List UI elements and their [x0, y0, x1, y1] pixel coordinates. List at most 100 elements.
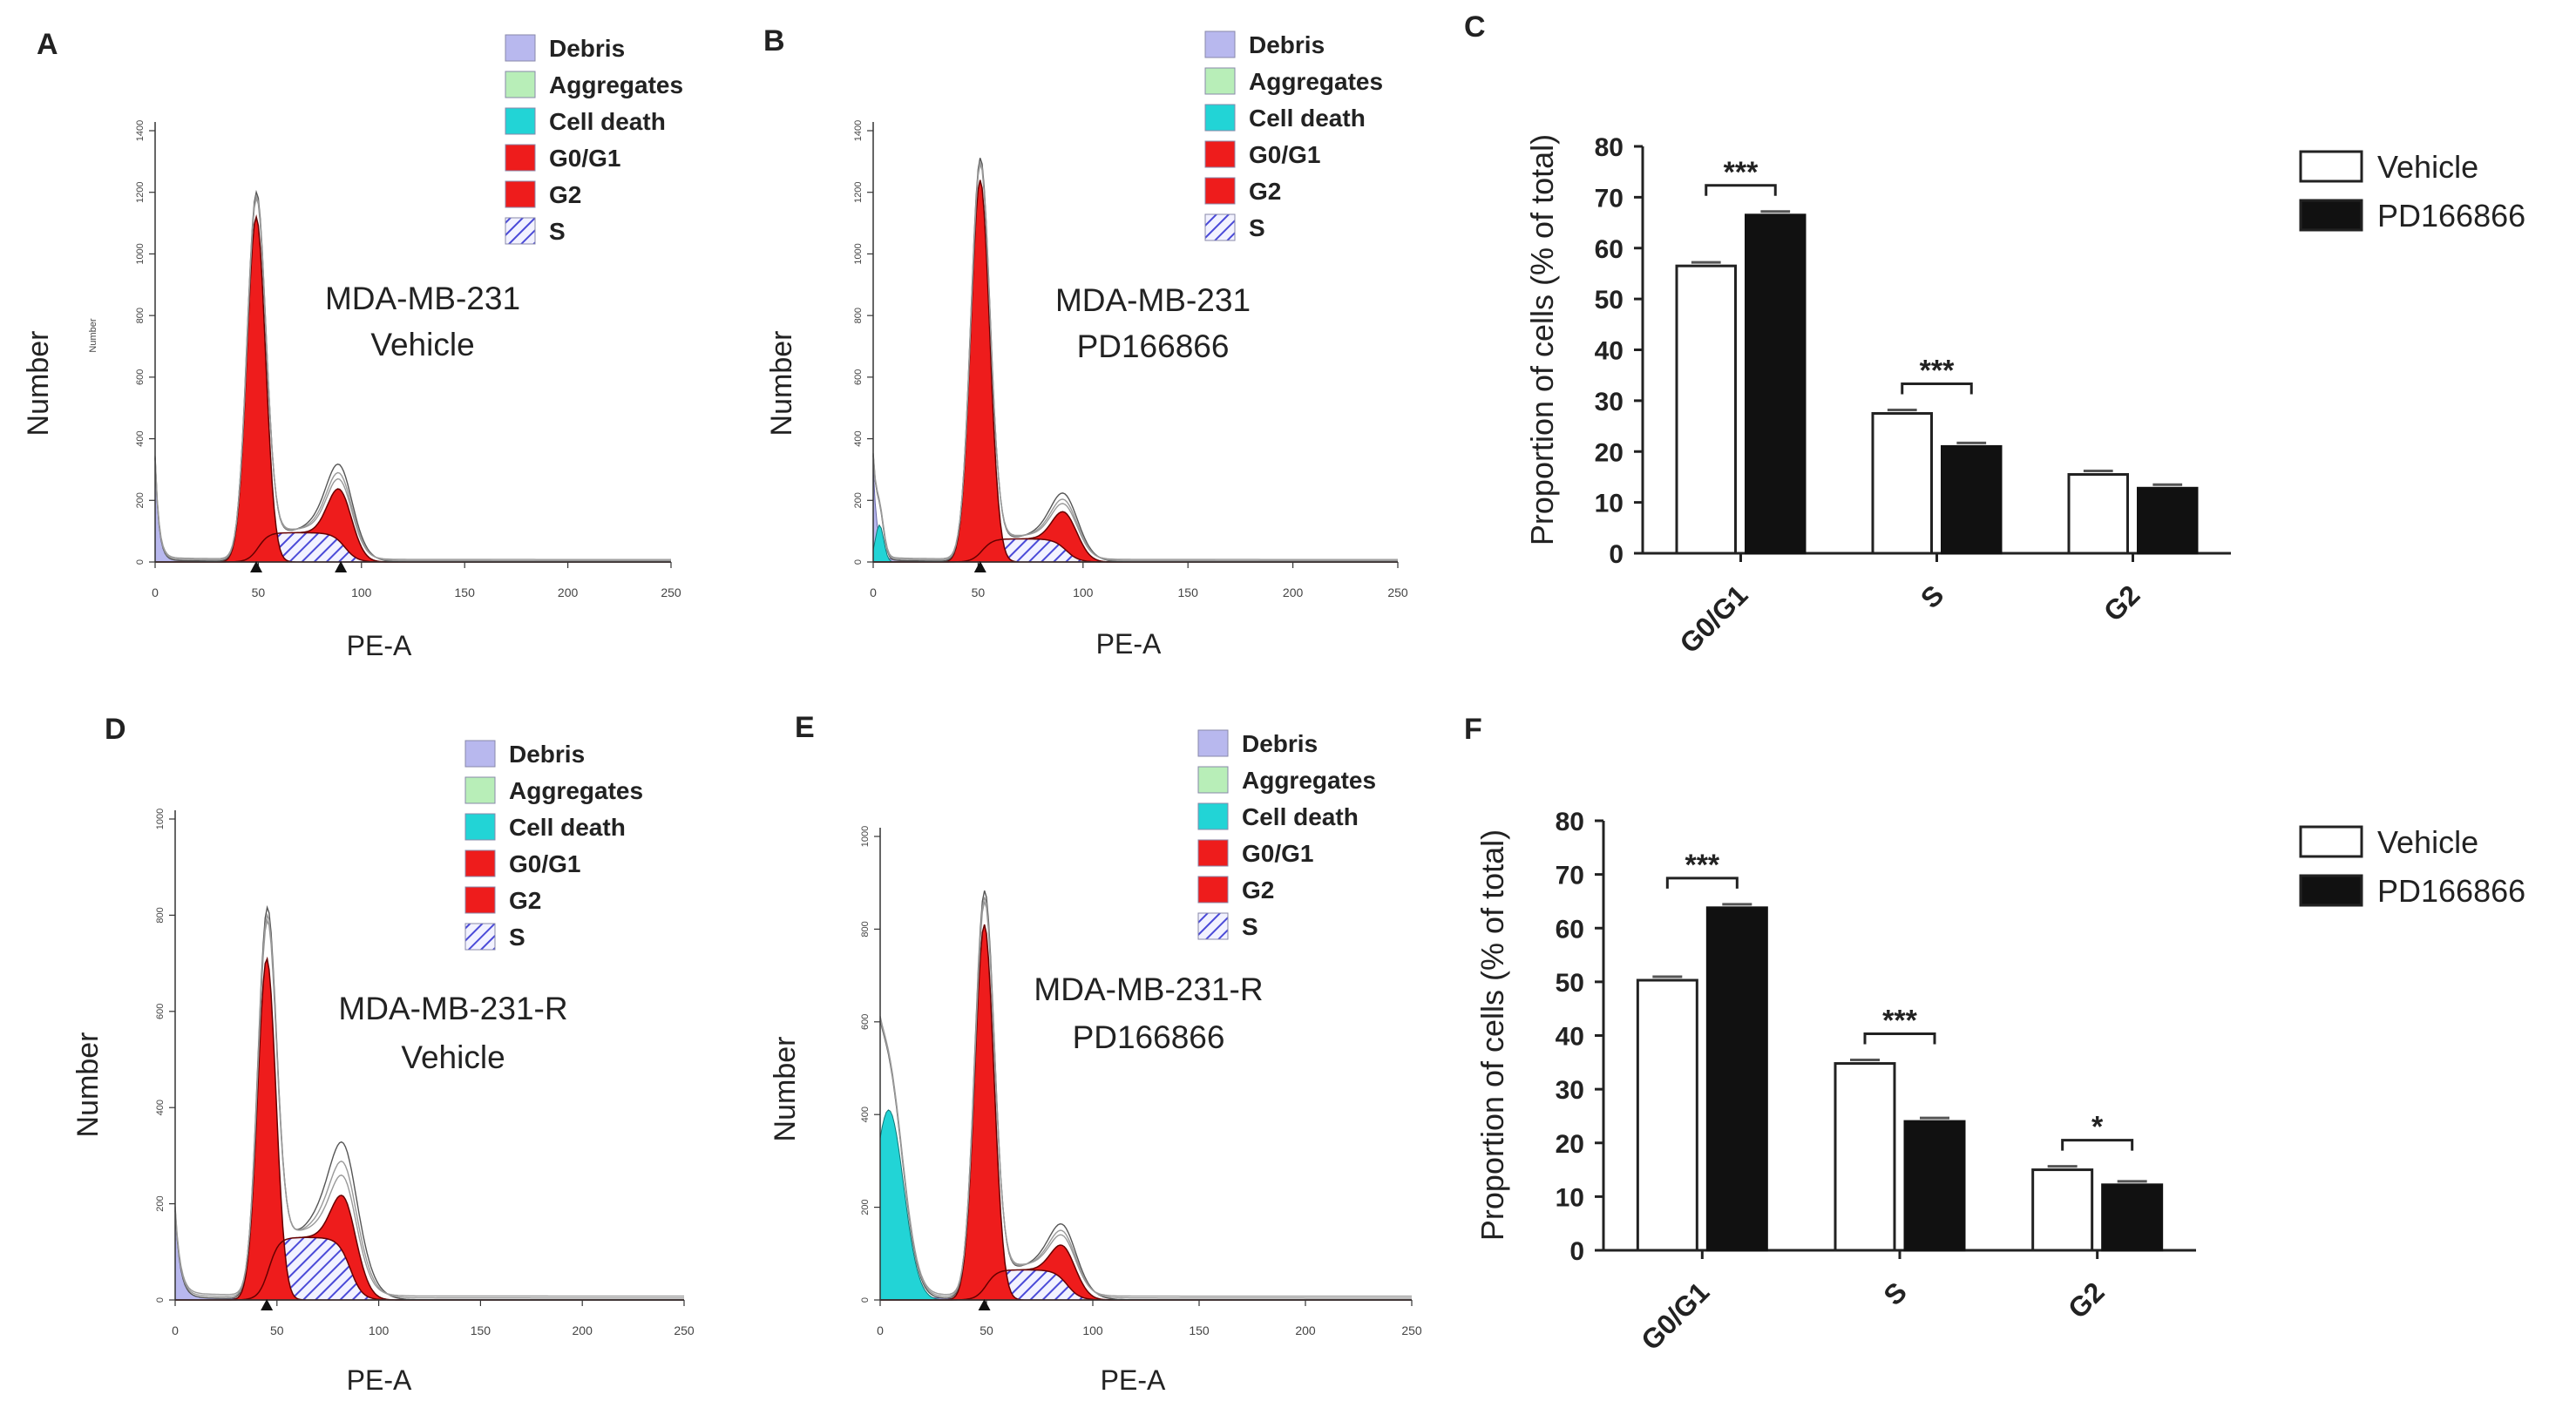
significance-stars: ***	[1882, 1005, 1917, 1038]
debris-area	[872, 467, 1398, 563]
y-tick-label: 0	[860, 1297, 871, 1303]
sample-name-d: MDA-MB-231-R	[338, 991, 567, 1026]
legend-swatch	[464, 740, 496, 768]
envelope-line	[879, 890, 1412, 1301]
x-tick-label: 50	[252, 586, 266, 599]
envelope-line	[879, 901, 1412, 1297]
x-tick-label: 150	[471, 1323, 491, 1337]
y-tick-label: 400	[853, 430, 864, 446]
legend-label: Aggregates	[509, 777, 643, 804]
legend-label: G2	[549, 181, 581, 208]
legend-swatch	[1197, 729, 1229, 757]
treatment-name-b: PD166866	[1077, 328, 1230, 364]
x-tick-label: 250	[661, 586, 681, 599]
panel-letter-e: E	[795, 711, 815, 744]
x-tick-label: 0	[877, 1323, 884, 1337]
significance-bracket	[1705, 184, 1777, 196]
legend-label: Debris	[509, 741, 585, 768]
bar-vehicle	[2031, 1168, 2094, 1252]
significance-bracket	[1665, 877, 1739, 889]
g0-g1-peak	[155, 214, 671, 563]
significance-stars: ***	[1685, 849, 1719, 882]
x-tick-label: G2	[2098, 579, 2146, 627]
x-tick-label: 150	[1178, 586, 1199, 599]
y-axis-label-e: Number	[769, 1037, 802, 1142]
x-tick-label: 200	[1283, 586, 1304, 599]
legend-label: PD166866	[2377, 198, 2525, 234]
x-tick-label: 150	[1189, 1323, 1210, 1337]
y-tick-label: 50	[1556, 969, 1584, 998]
y-axis-label-c: Proportion of cells (% of total)	[1524, 134, 1560, 545]
g2-peak	[155, 488, 671, 563]
legend-swatch	[1204, 177, 1236, 205]
y-tick-label: 400	[155, 1100, 166, 1115]
y-tick-label: 30	[1556, 1076, 1584, 1105]
legend-swatch	[464, 850, 496, 877]
peak-marker	[335, 561, 348, 572]
y-tick-label: 800	[860, 921, 871, 937]
y-tick-label: 60	[1595, 235, 1624, 264]
y-tick-label: 200	[853, 492, 864, 508]
x-tick-label: 100	[351, 586, 372, 599]
legend-label: PD166866	[2377, 873, 2525, 909]
legend-e: Debris Aggregates Cell death G0/G1 G2 S	[1197, 729, 1376, 940]
cell-death-area	[879, 1109, 1412, 1301]
bar-vehicle	[1636, 978, 1698, 1252]
legend-label: G0/G1	[509, 850, 580, 877]
legend-swatch	[1197, 912, 1229, 940]
legend-swatch	[505, 34, 536, 62]
x-axis-label-d: PE-A	[347, 1364, 412, 1396]
y-tick-label: 10	[1556, 1183, 1584, 1212]
x-tick-label: 50	[270, 1323, 284, 1337]
legend-swatch	[1204, 67, 1236, 95]
x-tick-label: 250	[1387, 586, 1408, 599]
legend-label: Aggregates	[1242, 767, 1376, 794]
x-axis-label-a: PE-A	[347, 630, 412, 661]
y-tick-label: 1200	[135, 181, 146, 202]
y-tick-label: 1400	[135, 120, 146, 141]
y-tick-label: 600	[155, 1004, 166, 1019]
legend-swatch	[464, 776, 496, 804]
x-axis-label-e: PE-A	[1101, 1364, 1166, 1396]
legend-swatch	[505, 180, 536, 208]
x-tick-label: 250	[674, 1323, 695, 1337]
x-tick-label: G2	[2062, 1276, 2111, 1324]
g0-g1-peak	[873, 179, 1398, 563]
significance-stars: ***	[1724, 156, 1759, 189]
legend-label: G0/G1	[549, 145, 620, 172]
y-tick-label: 0	[135, 559, 146, 565]
x-tick-label: 250	[1401, 1323, 1422, 1337]
legend-label: Debris	[1242, 730, 1318, 757]
histogram-panel-b: B Debris Aggregates Cell death G0/G1 G2 S Num…	[763, 24, 1408, 660]
y-tick-label: 80	[1556, 808, 1584, 836]
panel-letter-a: A	[37, 28, 58, 61]
x-tick-label: 50	[972, 586, 986, 599]
envelope-line	[154, 189, 671, 563]
y-tick-label: 1400	[853, 120, 864, 141]
x-tick-label: G0/G1	[1635, 1276, 1715, 1356]
legend-swatch	[464, 923, 496, 951]
panel-letter-c: C	[1464, 10, 1486, 44]
y-tick-label: 800	[853, 308, 864, 323]
treatment-name-d: Vehicle	[401, 1039, 505, 1075]
envelope-line	[174, 917, 684, 1297]
y-tick-label: 60	[1556, 915, 1584, 944]
legend-label: Debris	[549, 35, 625, 62]
envelope-line	[879, 897, 1412, 1299]
legend-swatch	[505, 107, 536, 135]
y-tick-label: 1000	[853, 243, 864, 264]
legend-label: Cell death	[1242, 803, 1359, 830]
legend-d: Debris Aggregates Cell death G0/G1 G2 S	[464, 740, 643, 951]
y-tick-label: 600	[135, 369, 146, 385]
panel-letter-d: D	[105, 713, 126, 746]
legend-a: Debris Aggregates Cell death G0/G1 G2 S	[505, 34, 683, 245]
y-axis-label-f: Proportion of cells (% of total)	[1474, 829, 1510, 1241]
bar-vehicle	[1871, 411, 1933, 555]
x-tick-label: 200	[558, 586, 579, 599]
x-tick-label: 200	[1295, 1323, 1316, 1337]
bar-vehicle	[1675, 264, 1737, 555]
bar-pd166866	[1745, 213, 1807, 555]
legend-swatch	[1204, 30, 1236, 58]
legend-label: Vehicle	[2377, 824, 2478, 860]
y-tick-label: 10	[1595, 490, 1624, 518]
